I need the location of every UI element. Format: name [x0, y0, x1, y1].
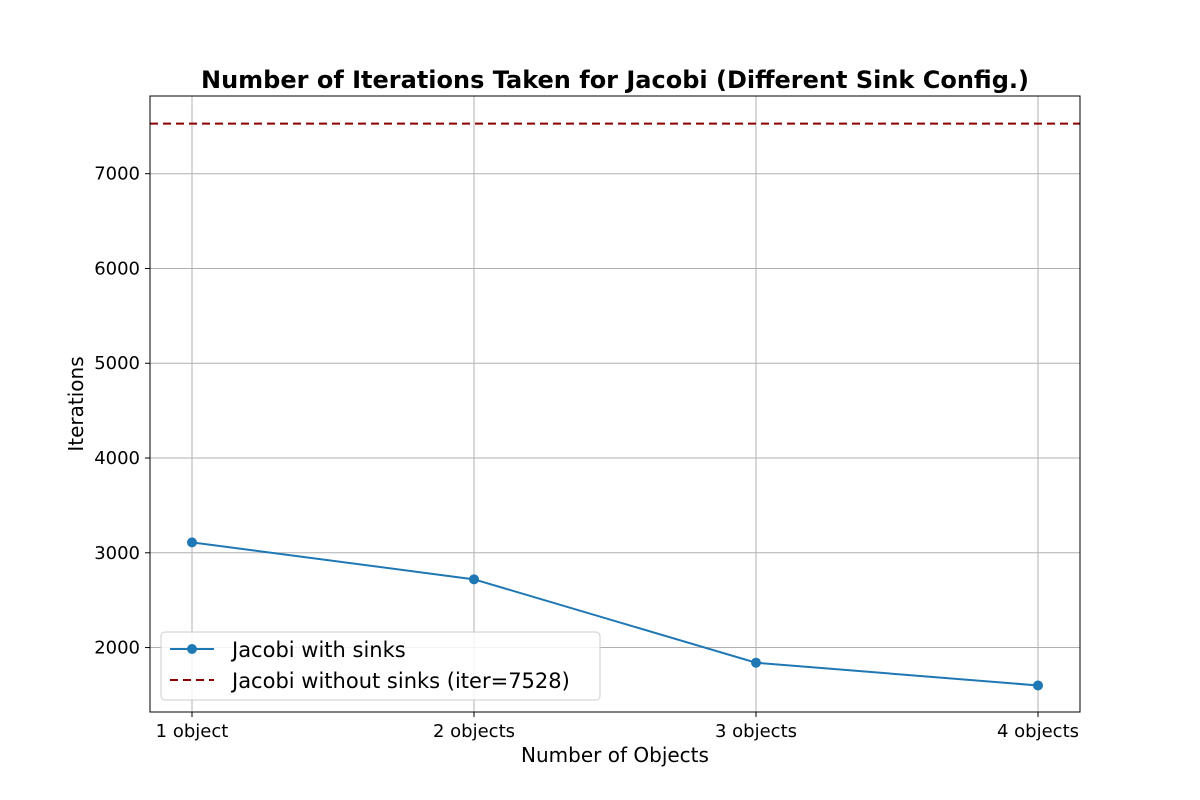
legend-box: [160, 631, 601, 701]
x-tick-label: 1 object: [156, 721, 229, 742]
legend-label-jacobi-with-sinks: Jacobi with sinks: [230, 638, 406, 662]
data-point-1-object: [187, 537, 197, 548]
x-tick-label: 2 objects: [433, 721, 515, 742]
data-point-4-objects: [1033, 680, 1043, 691]
chart-title: Number of Iterations Taken for Jacobi (D…: [201, 66, 1029, 94]
y-axis-label: Iterations: [64, 356, 88, 451]
y-tick-label: 2000: [94, 638, 140, 659]
y-tick-label: 6000: [94, 258, 140, 279]
y-tick-label: 5000: [94, 353, 140, 374]
y-axis-ticks: 2000 3000 4000 5000 6000 7000: [94, 164, 150, 659]
series-line-jacobi-with-sinks: [191, 541, 1039, 687]
y-tick-label: 3000: [94, 543, 140, 564]
y-tick-label: 4000: [94, 448, 140, 469]
x-tick-label: 3 objects: [715, 721, 797, 742]
x-axis-label: Number of Objects: [521, 743, 709, 767]
grid-lines: [150, 96, 1080, 712]
plot-frame: [149, 95, 1081, 713]
x-tick-label: 4 objects: [997, 721, 1079, 742]
data-point-2-objects: [469, 574, 479, 585]
y-tick-label: 7000: [94, 164, 140, 185]
x-axis-ticks: 1 object 2 objects 3 objects 4 objects: [156, 712, 1079, 742]
legend-label-jacobi-without-sinks: Jacobi without sinks (iter=7528): [230, 669, 570, 693]
series-layer: [187, 537, 1043, 691]
legend-marker-jacobi-with-sinks: [187, 644, 197, 654]
legend: Jacobi with sinks Jacobi without sinks (…: [160, 631, 601, 701]
data-point-3-objects: [751, 657, 761, 668]
